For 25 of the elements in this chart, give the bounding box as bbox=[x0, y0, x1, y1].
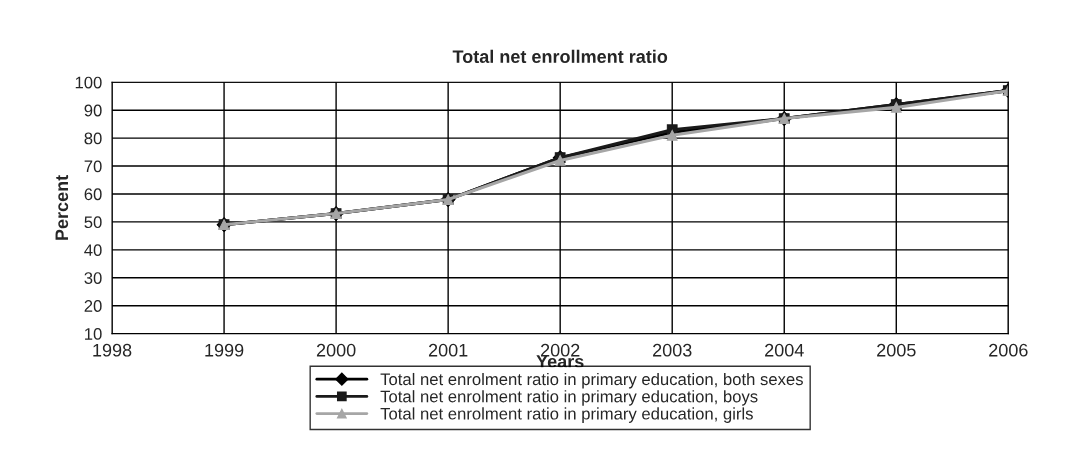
x-tick-label: 2004 bbox=[765, 343, 804, 357]
x-axis-title: Years bbox=[536, 355, 584, 368]
y-tick-label: 20 bbox=[84, 300, 102, 312]
x-tick-label: 2005 bbox=[877, 343, 916, 357]
chart-title: Total net enrollment ratio bbox=[452, 49, 668, 63]
legend-label: Total net enrolment ratio in primary education, girls bbox=[380, 407, 753, 423]
y-tick-label: 30 bbox=[84, 272, 102, 284]
legend-label: Total net enrolment ratio in primary education, both sexes bbox=[380, 372, 803, 389]
x-tick-label: 2002 bbox=[541, 343, 580, 357]
y-tick-label: 60 bbox=[84, 188, 102, 201]
x-tick-label: 1999 bbox=[205, 343, 244, 357]
x-tick-label: 2006 bbox=[989, 343, 1028, 357]
x-tick-label: 1998 bbox=[93, 343, 132, 357]
y-tick-label: 50 bbox=[84, 216, 102, 229]
y-tick-label: 100 bbox=[75, 76, 102, 89]
y-tick-label: 40 bbox=[84, 244, 102, 257]
legend-label: Total net enrolment ratio in primary education, boys bbox=[380, 390, 758, 406]
y-tick-label: 70 bbox=[84, 160, 102, 173]
x-tick-label: 2001 bbox=[428, 343, 468, 357]
y-axis-title: Percent bbox=[55, 175, 69, 240]
y-tick-label: 10 bbox=[85, 328, 102, 340]
x-tick-label: 2000 bbox=[316, 343, 356, 357]
x-tick-label: 2003 bbox=[653, 343, 692, 357]
y-tick-label: 90 bbox=[84, 104, 102, 117]
y-tick-label: 80 bbox=[84, 132, 102, 145]
